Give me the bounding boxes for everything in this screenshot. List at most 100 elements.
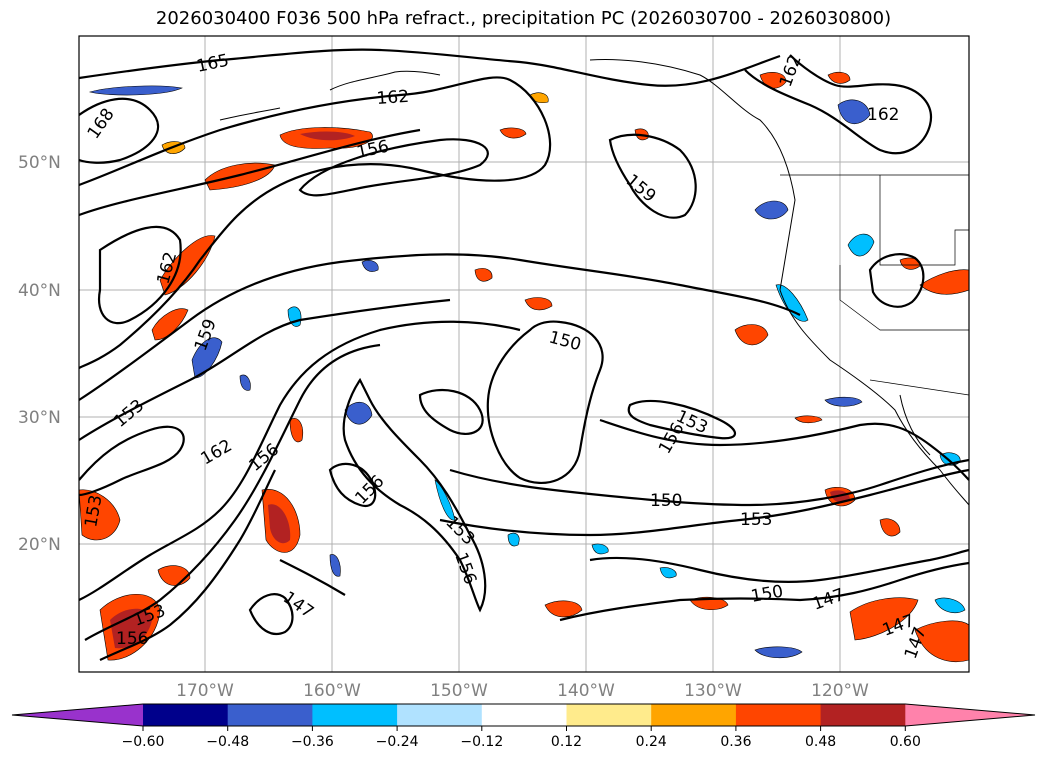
contour-line [79, 76, 552, 369]
colorbar-tick-label: −0.36 [291, 734, 334, 750]
contour-lines [79, 48, 969, 661]
precip-patch [754, 646, 803, 659]
lat-label: 20°N [18, 535, 61, 555]
precip-patch [151, 308, 189, 341]
precip-patch [239, 374, 251, 391]
precip-patch [191, 337, 223, 379]
contour-line [298, 138, 489, 197]
colorbar-segment [566, 704, 652, 726]
colorbar: −0.60 −0.48 −0.36 −0.24 −0.12 0.12 0.24 0.36 0.4… [11, 703, 1036, 750]
contour-line [84, 343, 381, 641]
contour-line [868, 253, 925, 308]
precip-patch [110, 608, 152, 649]
contour-label: 156 [116, 629, 148, 649]
precip-patch [899, 257, 921, 270]
map-frame [78, 35, 970, 673]
precip-patch [827, 71, 851, 84]
precip-patch [524, 297, 553, 311]
precip-patch [300, 131, 355, 141]
precip-patch [659, 567, 677, 579]
colorbar-extend-min [12, 704, 143, 726]
colorbar-tick-label: 0.60 [890, 734, 921, 750]
contour-line [79, 320, 521, 601]
contour-line [418, 388, 484, 435]
colorbar-segment [143, 704, 229, 726]
contour-line [328, 462, 377, 508]
contour-line [79, 128, 421, 217]
colorbar-tick-label: 0.48 [805, 734, 836, 750]
precip-patch [794, 415, 823, 424]
colorbar-segment [820, 704, 906, 726]
lat-label: 50°N [18, 153, 61, 173]
lon-label: 160°W [303, 681, 361, 701]
lat-label: 40°N [18, 281, 61, 301]
precip-patch [499, 127, 527, 139]
colorbar-segment [651, 704, 737, 726]
contour-line [559, 561, 969, 622]
colorbar-tick-label: 0.12 [551, 734, 582, 750]
contour-label: 162 [376, 87, 410, 109]
precip-patch [837, 99, 871, 124]
precip-patch [88, 85, 183, 96]
graticule [79, 36, 969, 672]
colorbar-tick-label: −0.48 [206, 734, 249, 750]
precip-patch [919, 269, 969, 295]
colorbar-segment [227, 704, 313, 726]
precip-patch [289, 418, 303, 443]
precip-patch [914, 620, 969, 662]
lon-label: 170°W [176, 681, 234, 701]
contour-line [439, 468, 969, 537]
precip-patch [734, 324, 769, 346]
lon-label: 150°W [430, 681, 488, 701]
colorbar-segment [481, 704, 567, 726]
contour-line [79, 48, 781, 87]
contour-line [627, 399, 737, 440]
contour-line [744, 54, 933, 155]
precip-patch [775, 284, 809, 322]
contour-line [279, 559, 346, 596]
precip-patch [754, 200, 789, 220]
precip-patch [507, 532, 520, 547]
map-title: 2026030400 F036 500 hPa refract., precip… [155, 8, 892, 29]
precip-patch [474, 268, 493, 282]
contour-line [79, 253, 801, 401]
lon-label: 130°W [684, 681, 742, 701]
contour-label-group: 165 162 168 156 162 159 162 159 153 150 … [81, 51, 931, 662]
colorbar-segment [312, 704, 398, 726]
lat-label: 30°N [18, 408, 61, 428]
precip-patch [879, 518, 901, 537]
precip-patch [689, 596, 729, 610]
contour-line [599, 418, 969, 481]
contour-line [97, 225, 182, 325]
colorbar-tick-label: −0.24 [376, 734, 419, 750]
precip-patch [824, 396, 863, 407]
colorbar-tick-label: −0.12 [460, 734, 503, 750]
precip-patch [344, 402, 373, 425]
precip-patch [361, 260, 379, 272]
contour-line [79, 425, 185, 497]
precip-patch [847, 233, 875, 257]
contour-line [449, 458, 969, 507]
precip-patch [849, 597, 919, 641]
contour-line [79, 97, 160, 164]
precip-patch [329, 554, 341, 577]
contour-label: 162 [867, 105, 899, 125]
lon-label: 120°W [811, 681, 869, 701]
contour-line [342, 377, 487, 613]
contour-line [608, 133, 697, 219]
contour-line [589, 548, 969, 584]
contour-label: 153 [740, 510, 772, 530]
colorbar-extend-max [905, 704, 1035, 726]
map-area [79, 36, 969, 672]
colorbar-segment [735, 704, 822, 726]
precip-patch [591, 543, 609, 555]
precip-patch [544, 600, 583, 618]
lon-label: 140°W [557, 681, 615, 701]
precip-patch [268, 504, 291, 544]
contour-line [79, 298, 451, 441]
contour-line [486, 320, 604, 485]
precip-patch [934, 597, 966, 613]
colorbar-tick-label: 0.36 [720, 734, 751, 750]
colorbar-tick-label: 0.24 [636, 734, 667, 750]
